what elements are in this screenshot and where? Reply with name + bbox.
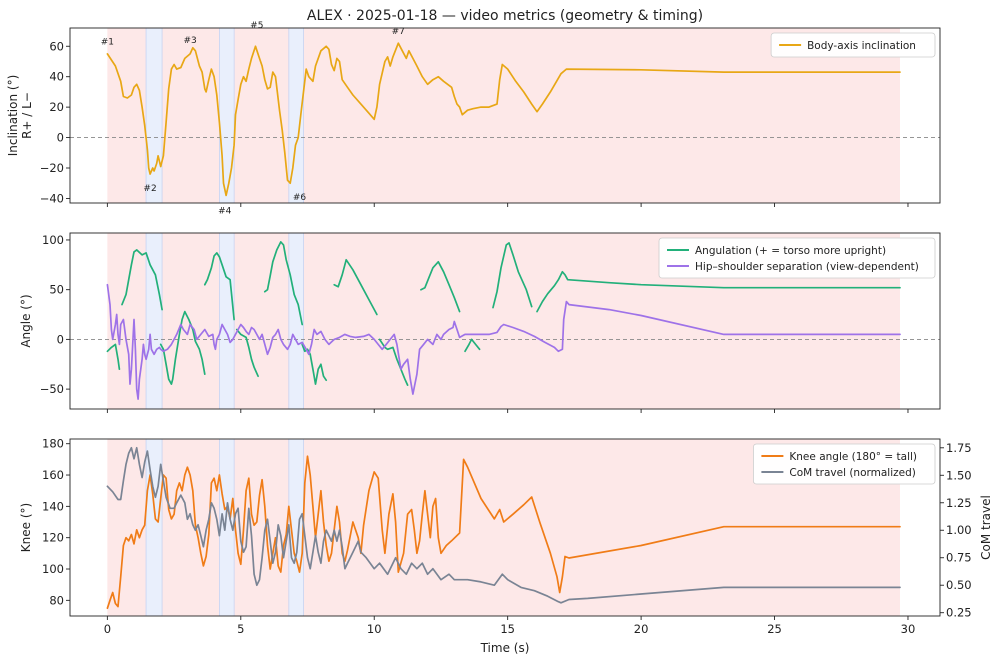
- highlight-region: [219, 28, 235, 203]
- y-tick-label: 120: [42, 531, 64, 545]
- y2-tick-label: 1.50: [946, 468, 972, 482]
- legend-entry: Knee angle (180° = tall): [789, 451, 917, 463]
- highlight-region: [288, 233, 304, 409]
- annotation-label: #5: [250, 21, 263, 31]
- y-tick-label: 0: [57, 332, 64, 346]
- legend-entry: Hip–shoulder separation (view-dependent): [695, 261, 919, 273]
- highlight-region: [145, 233, 163, 409]
- x-tick-label: 10: [367, 622, 382, 636]
- y-tick-label: 140: [42, 499, 64, 513]
- y-axis-label: Inclination (°): [6, 75, 20, 157]
- y2-tick-label: 1.00: [946, 523, 972, 537]
- x-tick-label: 30: [901, 622, 916, 636]
- series-line: [263, 241, 304, 326]
- annotation-label: #2: [143, 184, 156, 194]
- y-tick-label: 50: [49, 283, 64, 297]
- panel-knee: 801001201401601800.250.500.751.001.251.5…: [19, 437, 993, 636]
- y-tick-label: 0: [57, 131, 64, 145]
- y-axis-label: R+ / L−: [20, 92, 34, 139]
- y-tick-label: 20: [49, 100, 64, 114]
- y-axis-label: Knee (°): [19, 503, 33, 552]
- panel-angles: −50 0 50 100 Angle (°) Angulation (+ = torso …: [19, 232, 941, 413]
- highlight-region: [145, 28, 163, 203]
- highlight-region: [219, 233, 235, 409]
- legend-entry: Angulation (+ = torso more upright): [695, 245, 886, 257]
- shaded-background: [107, 28, 900, 203]
- x-tick-label: 20: [634, 622, 649, 636]
- x-tick-label: 25: [767, 622, 782, 636]
- x-tick-label: 15: [500, 622, 515, 636]
- highlight-region: [288, 28, 304, 203]
- y2-tick-label: 0.25: [946, 606, 972, 620]
- series-line: [203, 252, 235, 321]
- legend-entry: CoM travel (normalized): [789, 467, 916, 479]
- y-tick-label: 180: [42, 437, 64, 451]
- legend: Knee angle (180° = tall) CoM travel (norm…: [753, 443, 936, 485]
- x-tick-label: 5: [237, 622, 244, 636]
- legend: Angulation (+ = torso more upright) Hip–s…: [658, 237, 936, 279]
- y2-axis-label: CoM travel: [979, 495, 993, 560]
- panel-frame: [69, 27, 941, 204]
- series-line: [159, 310, 206, 385]
- series-line: [106, 446, 901, 604]
- y2-tick-label: 0.50: [946, 578, 972, 592]
- highlight-region: [145, 439, 163, 616]
- y-axis-label: Angle (°): [19, 294, 33, 347]
- y2-tick-label: 1.75: [946, 441, 972, 455]
- panel-frame: [69, 232, 941, 410]
- y-tick-label: 100: [42, 233, 64, 247]
- panel-plot-area: [70, 28, 940, 203]
- annotation-label: #3: [183, 36, 196, 46]
- y-tick-label: −50: [40, 382, 64, 396]
- series-line: [106, 455, 901, 610]
- legend-box: [753, 443, 936, 485]
- annotation-label: #1: [101, 38, 114, 48]
- series-line: [536, 270, 901, 313]
- chart-title: ALEX · 2025-01-18 — video metrics (geome…: [307, 8, 703, 24]
- x-axis-label: Time (s): [480, 641, 530, 655]
- panel-frame: [69, 438, 941, 617]
- series-line: [420, 260, 461, 313]
- legend-box: [770, 32, 936, 58]
- y-tick-label: 40: [49, 70, 64, 84]
- y-tick-label: −40: [40, 191, 64, 205]
- y2-tick-label: 0.75: [946, 551, 972, 565]
- series-line: [106, 343, 121, 371]
- y-tick-label: −20: [40, 161, 64, 175]
- series-line: [106, 283, 901, 400]
- annotation-label: #4: [218, 207, 232, 217]
- y-tick-label: 80: [49, 593, 64, 607]
- series-line: [121, 249, 163, 311]
- y-tick-label: 160: [42, 468, 64, 482]
- y-tick-label: 60: [49, 39, 64, 53]
- legend: Body-axis inclination: [770, 32, 936, 58]
- highlight-region: [219, 439, 235, 616]
- series-line: [106, 42, 901, 197]
- panel-inclination: −40 −20 0 20 40 60 Inclination (°) R+ / L− #1 #2 #…: [6, 21, 941, 217]
- y2-tick-label: 1.25: [946, 496, 972, 510]
- annotation-label: #6: [293, 193, 307, 203]
- series-line: [464, 338, 481, 353]
- y-tick-label: 100: [42, 562, 64, 576]
- panel-plot-area: [106, 439, 901, 616]
- annotation-label: #7: [392, 27, 405, 37]
- series-line: [235, 328, 259, 378]
- series-line: [492, 242, 533, 309]
- legend-entry: Body-axis inclination: [807, 40, 916, 52]
- series-line: [378, 338, 409, 386]
- legend-box: [658, 237, 936, 279]
- series-line: [333, 258, 378, 316]
- x-tick-label: 0: [104, 622, 111, 636]
